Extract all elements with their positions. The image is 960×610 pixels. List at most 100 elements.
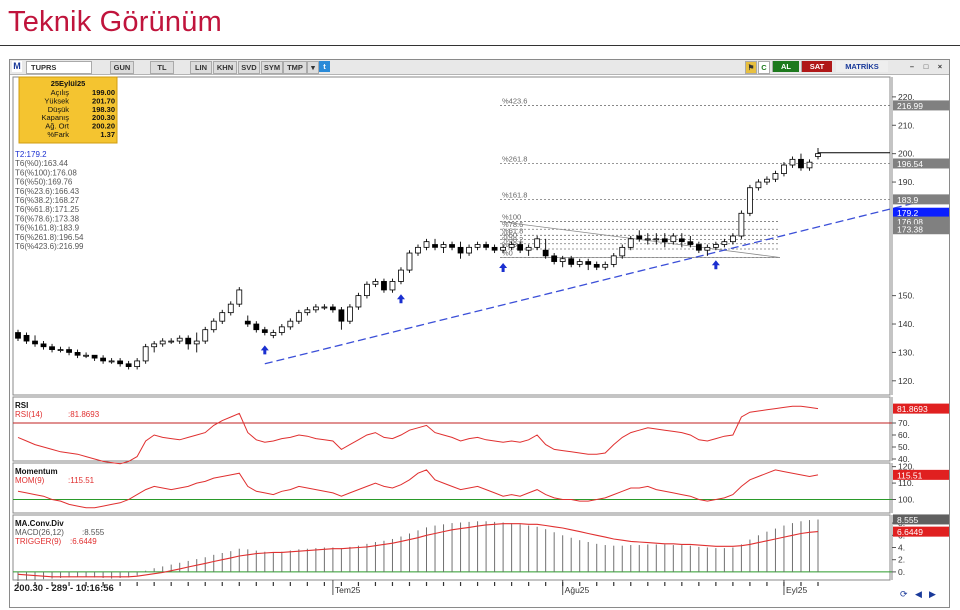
- candle-body: [244, 320, 251, 325]
- template-button[interactable]: TMP: [283, 61, 307, 74]
- trigger-series-value: :6.6449: [70, 537, 97, 546]
- candle-body: [644, 238, 651, 241]
- price-tick-label: 140.: [898, 319, 915, 329]
- candle-body: [100, 357, 107, 362]
- candle: [678, 233, 685, 248]
- candle-body: [49, 346, 55, 350]
- candle-body: [270, 332, 277, 336]
- candle-body: [704, 246, 711, 251]
- template-dropdown-icon[interactable]: ▾: [307, 61, 319, 74]
- candle-body: [108, 360, 115, 363]
- momentum-series-value: :115.51: [68, 476, 95, 485]
- date-axis-label: Tem25: [335, 585, 361, 595]
- info-row-label: Ağ. Ort: [45, 122, 70, 131]
- trend-line: [264, 198, 931, 365]
- buy-button[interactable]: AL: [772, 61, 799, 72]
- candle-body: [610, 255, 617, 265]
- close-icon[interactable]: ×: [937, 62, 943, 71]
- maximize-icon[interactable]: □: [923, 62, 929, 71]
- candle: [653, 233, 660, 245]
- candle: [32, 335, 38, 347]
- price-tag: [893, 216, 949, 227]
- candle-body: [755, 181, 762, 189]
- twitter-icon[interactable]: t: [319, 61, 330, 72]
- candle: [806, 159, 813, 171]
- candle-body: [661, 238, 668, 243]
- info-row-label: Açılış: [51, 88, 70, 97]
- momentum-tick-label: 100.: [898, 495, 915, 505]
- candle-body: [134, 360, 141, 368]
- fib-legend-item: T6(%61.8):171.25: [15, 205, 80, 214]
- fib-legend-item: T2:179.2: [15, 150, 47, 159]
- scale-button[interactable]: LIN: [190, 61, 212, 74]
- candle-body: [568, 258, 575, 265]
- momentum-title: Momentum: [15, 467, 58, 476]
- matriks-menu-icon[interactable]: M: [12, 61, 22, 72]
- candle-body: [210, 320, 217, 331]
- candle: [287, 318, 294, 330]
- candle-body: [542, 249, 549, 257]
- candle-body: [15, 332, 21, 339]
- refresh-icon[interactable]: ⟳: [900, 589, 908, 599]
- momentum-value-tag-label: 115.51: [897, 470, 923, 480]
- chart-canvas[interactable]: 120.130.140.150.190.200.210.220.%0%23.6%…: [10, 75, 949, 607]
- candle-body: [525, 246, 532, 251]
- fib-level-label: %0: [502, 248, 513, 257]
- candle-body: [74, 352, 81, 356]
- title-divider: [0, 45, 960, 46]
- candle-body: [91, 354, 98, 359]
- candle: [270, 329, 277, 339]
- pin-icon[interactable]: ⚑: [745, 61, 757, 74]
- candle-body: [227, 303, 234, 314]
- fib-level-label: %61.8: [502, 226, 523, 235]
- candle: [278, 324, 285, 336]
- info-row-label: Kapanış: [41, 113, 69, 122]
- candle: [712, 241, 719, 251]
- info-row-value: 200.20: [92, 122, 115, 131]
- macd-tick-label: 2.: [898, 555, 905, 565]
- candle: [525, 244, 532, 256]
- candle-body: [423, 241, 430, 248]
- minimize-icon[interactable]: –: [909, 62, 915, 71]
- candle-body: [381, 281, 387, 291]
- candle: [389, 278, 396, 293]
- price-tag-label: 173.38: [897, 225, 923, 235]
- fib-legend-item: T6(%38.2):168.27: [15, 196, 80, 205]
- symbol-button[interactable]: SYM: [261, 61, 283, 74]
- sell-button[interactable]: SAT: [801, 61, 832, 72]
- fib-legend-item: T6(%423.6):216.99: [15, 242, 84, 251]
- scroll-left-icon[interactable]: ◀: [915, 589, 922, 599]
- candle: [449, 241, 455, 251]
- chart-type-button[interactable]: KHN: [213, 61, 237, 74]
- candle-body: [781, 164, 787, 174]
- candle-body: [721, 241, 728, 245]
- candle-body: [738, 212, 745, 237]
- fib-legend-item: T6(%0):163.44: [15, 159, 68, 168]
- candle: [57, 346, 64, 353]
- candle: [185, 335, 192, 350]
- candle-body: [304, 309, 311, 314]
- arrow-up-icon: [396, 294, 405, 304]
- candle: [670, 233, 677, 245]
- rsi-panel: [12, 396, 891, 462]
- candle: [355, 292, 362, 310]
- chart-c-button[interactable]: C: [758, 61, 770, 74]
- candle-body: [585, 261, 592, 265]
- candle: [329, 304, 336, 313]
- period-button[interactable]: GUN: [110, 61, 134, 74]
- candle: [125, 360, 132, 370]
- symbol-field[interactable]: TUPRS: [26, 61, 92, 74]
- rsi-series-name: RSI(14): [15, 410, 43, 419]
- currency-button[interactable]: TL: [150, 61, 174, 74]
- scroll-right-icon[interactable]: ▶: [929, 589, 936, 599]
- candle-body: [278, 326, 285, 333]
- page-title: Teknik Görünüm: [8, 6, 222, 38]
- macd-series-value: :8.555: [82, 528, 105, 537]
- rsi-series-value: :81.8693: [68, 410, 100, 419]
- chart-window: M TUPRS GUN TL LIN KHN SVD SYM TMP ▾ t ⚑…: [9, 59, 950, 608]
- volume-button[interactable]: SVD: [238, 61, 260, 74]
- momentum-series-line: [17, 469, 819, 509]
- candle: [602, 261, 609, 271]
- candle: [142, 343, 149, 364]
- candle: [398, 267, 404, 285]
